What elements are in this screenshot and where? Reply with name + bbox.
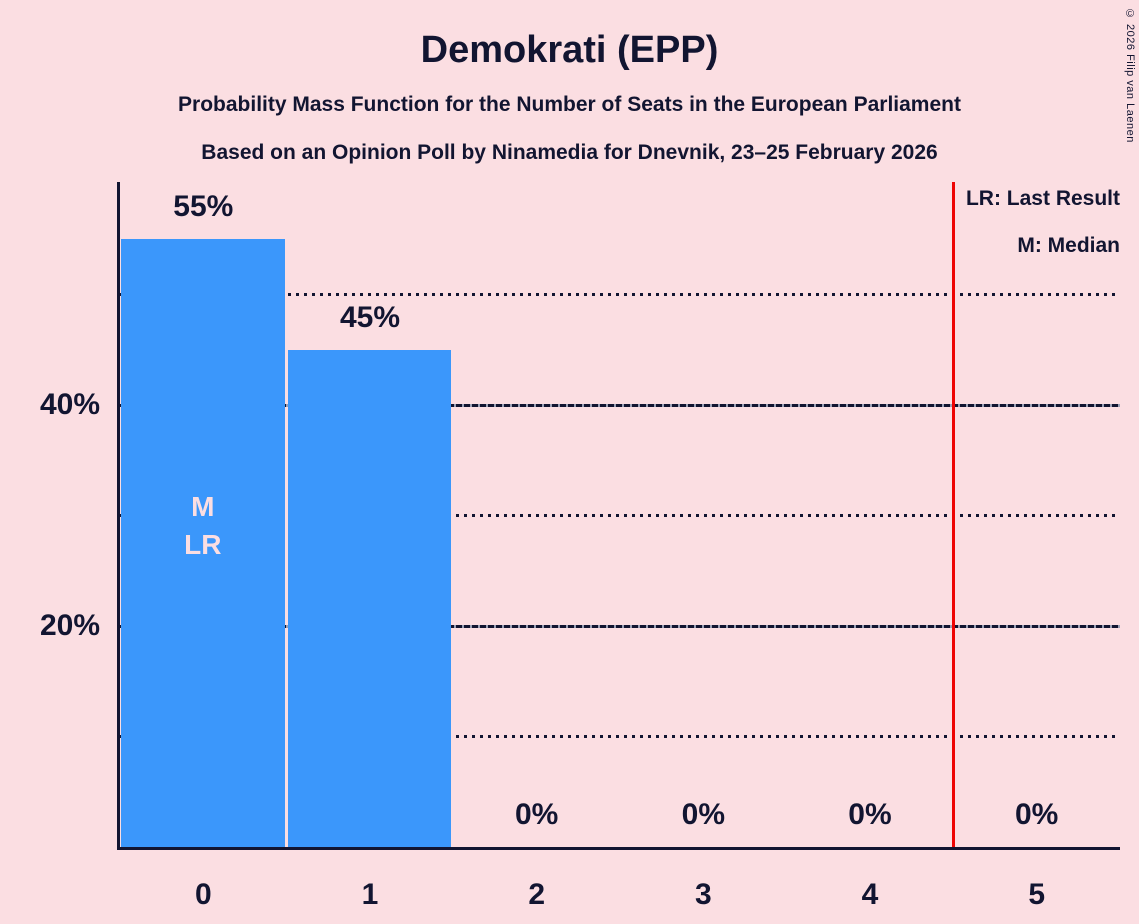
y-axis-tick-label: 20% xyxy=(39,609,100,642)
x-axis-tick-label: 5 xyxy=(1028,878,1045,911)
x-axis-tick-label: 3 xyxy=(694,878,712,911)
pmf-bar-seats-0: M LR xyxy=(121,239,285,847)
legend-median: M: Median xyxy=(1017,234,1120,257)
chart-subtitle-method: Probability Mass Function for the Number… xyxy=(178,93,961,116)
legend: LR: Last Result M: Median xyxy=(966,186,1120,259)
pmf-bar-seats-1 xyxy=(287,349,452,847)
bar-value-label: 0% xyxy=(681,798,725,831)
gridline-30-percent xyxy=(120,514,1120,517)
median-last-result-annotation: M LR xyxy=(184,491,222,561)
x-axis-line xyxy=(117,847,1120,850)
gridline-50-percent xyxy=(120,293,1120,296)
copyright-notice: © 2026 Filip van Laenen xyxy=(1124,8,1136,143)
chart-subtitle-source: Based on an Opinion Poll by Ninamedia fo… xyxy=(201,141,938,164)
gridline-20-percent xyxy=(120,624,1120,628)
x-axis-tick-label: 1 xyxy=(361,878,379,911)
last-result-threshold-line xyxy=(951,182,955,850)
x-axis-tick-label: 2 xyxy=(528,878,545,911)
y-axis-line xyxy=(117,182,120,850)
legend-last-result: LR: Last Result xyxy=(965,187,1120,210)
bar-value-label: 45% xyxy=(339,300,400,334)
gridline-10-percent xyxy=(120,735,1120,738)
bar-value-label: 0% xyxy=(1014,798,1059,831)
gridline-40-percent xyxy=(120,403,1120,407)
y-axis-tick-label: 40% xyxy=(39,388,100,421)
bar-value-label: 55% xyxy=(173,190,234,224)
x-axis-tick-label: 4 xyxy=(861,878,879,911)
bar-value-label: 0% xyxy=(514,798,559,831)
bar-value-label: 0% xyxy=(848,798,892,831)
x-axis-tick-label: 0 xyxy=(194,878,212,911)
chart-title: Demokrati (EPP) xyxy=(420,29,719,71)
